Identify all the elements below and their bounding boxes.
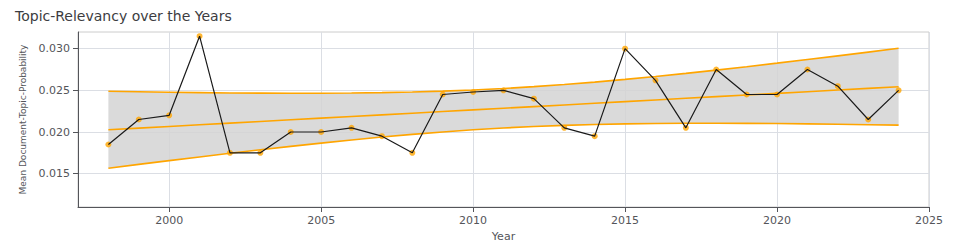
svg-text:Year: Year <box>491 230 516 243</box>
svg-text:2010: 2010 <box>459 214 487 227</box>
svg-text:0.020: 0.020 <box>39 126 71 139</box>
svg-text:2005: 2005 <box>307 214 335 227</box>
svg-text:2020: 2020 <box>763 214 791 227</box>
svg-text:0.025: 0.025 <box>39 84 71 97</box>
svg-text:0.030: 0.030 <box>39 42 71 55</box>
svg-text:2000: 2000 <box>155 214 183 227</box>
svg-text:Mean Document-Topic-Probabilit: Mean Document-Topic-Probability <box>18 44 28 195</box>
svg-text:0.015: 0.015 <box>39 167 71 180</box>
svg-text:Topic-Relevancy over the Years: Topic-Relevancy over the Years <box>14 8 232 24</box>
svg-text:2025: 2025 <box>915 214 943 227</box>
svg-text:2015: 2015 <box>611 214 639 227</box>
